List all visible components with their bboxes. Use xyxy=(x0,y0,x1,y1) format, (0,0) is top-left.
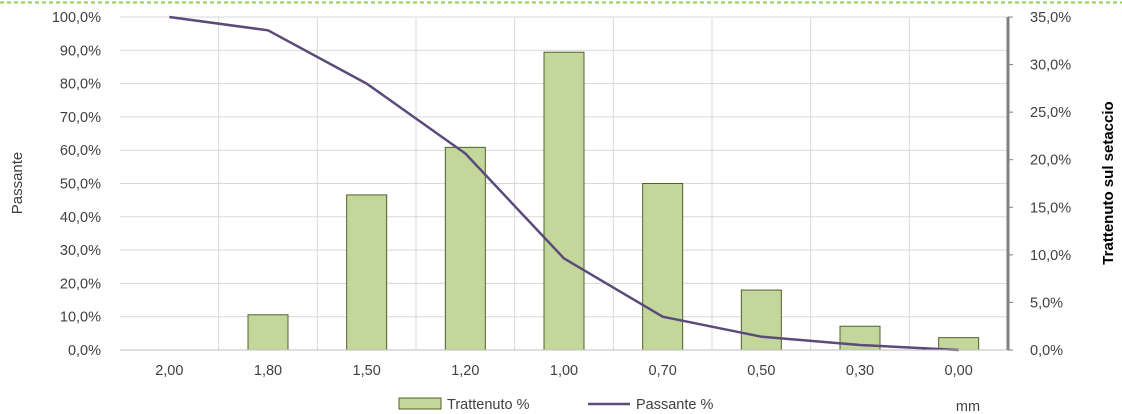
left-y-ticks: 0,0% 10,0% 20,0% 30,0% 40,0% 50,0% 60,0% 70,0% 8… xyxy=(52,10,101,359)
right-y-ticks: 0,0% 5,0% 10,0% 15,0% 20,0% 25,0% 30,0% 35,0% xyxy=(1008,10,1071,359)
passante-line xyxy=(169,15,959,352)
legend-label-trattenuto: Trattenuto % xyxy=(447,397,530,413)
y-tick-label: 0,0% xyxy=(68,343,101,359)
y-tick-label: 90,0% xyxy=(60,43,101,59)
y-tick-label: 40,0% xyxy=(60,210,101,226)
trattenuto-bar xyxy=(740,289,782,351)
trattenuto-bar xyxy=(543,51,585,351)
legend: Trattenuto % Passante % xyxy=(398,397,713,413)
y2-tick-label: 10,0% xyxy=(1030,248,1071,264)
legend-swatch-trattenuto xyxy=(398,397,442,410)
x-tick-label: 1,00 xyxy=(550,363,578,379)
x-tick-label: 2,00 xyxy=(155,363,183,379)
y-tick-label: 10,0% xyxy=(60,310,101,326)
y-tick-label: 70,0% xyxy=(60,110,101,126)
passante-line-group xyxy=(169,15,959,352)
y2-tick-label: 35,0% xyxy=(1030,10,1071,26)
x-tick-label: 0,50 xyxy=(747,363,775,379)
x-tick-label: 0,30 xyxy=(846,363,874,379)
bars xyxy=(247,51,980,351)
y-axis-title: Passante xyxy=(9,152,26,215)
y-tick-label: 20,0% xyxy=(60,276,101,292)
trattenuto-bar xyxy=(247,314,289,351)
x-tick-label: 1,50 xyxy=(353,363,381,379)
x-axis-title: mm xyxy=(956,399,980,414)
legend-label-passante: Passante % xyxy=(636,397,713,413)
trattenuto-bar xyxy=(444,146,486,351)
x-tick-label: 0,70 xyxy=(649,363,677,379)
y-tick-label: 80,0% xyxy=(60,77,101,93)
x-tick-label: 0,00 xyxy=(945,363,973,379)
trattenuto-bar xyxy=(642,183,684,351)
y-tick-label: 60,0% xyxy=(60,143,101,159)
y-tick-label: 50,0% xyxy=(60,177,101,193)
y2-tick-label: 5,0% xyxy=(1030,295,1063,311)
y-tick-label: 100,0% xyxy=(52,10,101,26)
y2-tick-label: 0,0% xyxy=(1030,343,1063,359)
y2-tick-label: 20,0% xyxy=(1030,153,1071,169)
trattenuto-bar xyxy=(346,194,388,351)
y-tick-label: 30,0% xyxy=(60,243,101,259)
x-tick-label: 1,20 xyxy=(451,363,479,379)
y2-tick-label: 30,0% xyxy=(1030,58,1071,74)
y2-tick-label: 25,0% xyxy=(1030,105,1071,121)
x-tick-label: 1,80 xyxy=(254,363,282,379)
x-ticks: 2,00 1,80 1,50 1,20 1,00 0,70 0,50 0,30 0,00 xyxy=(155,363,973,379)
y2-tick-label: 15,0% xyxy=(1030,200,1071,216)
y2-axis-title: Trattenuto sul setaccio xyxy=(1100,101,1117,264)
